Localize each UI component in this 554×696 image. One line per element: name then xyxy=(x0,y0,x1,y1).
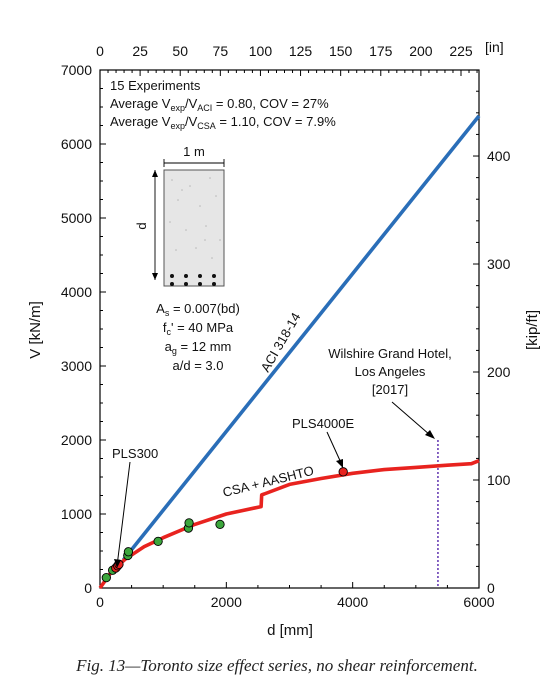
section-property: ag = 12 mm xyxy=(165,339,232,356)
axes-frame xyxy=(99,69,480,589)
experiment-point xyxy=(338,467,348,477)
aggregate-speck xyxy=(219,239,221,241)
y-tick-label: 7000 xyxy=(61,62,92,78)
section-property: As = 0.007(bd) xyxy=(156,301,240,318)
x-tick-label: 2000 xyxy=(211,594,242,610)
rebar-dot xyxy=(198,282,202,286)
aggregate-speck xyxy=(169,221,171,223)
wilshire-arrowhead xyxy=(425,430,435,439)
top-tick-label: 225 xyxy=(449,43,473,59)
pls4000e-arrowhead xyxy=(336,459,343,468)
aggregate-speck xyxy=(175,249,177,251)
stat-line: Average Vexp/VCSA = 1.10, COV = 7.9% xyxy=(110,114,336,131)
x-tick-label: 4000 xyxy=(337,594,368,610)
rebar-dot xyxy=(198,274,202,278)
y-axis-label: V [kN/m] xyxy=(27,301,44,359)
aggregate-speck xyxy=(171,179,173,181)
top-tick-label: 150 xyxy=(329,43,353,59)
y-tick-label: 2000 xyxy=(61,432,92,448)
aggregate-speck xyxy=(215,195,217,197)
top-axis-unit: [in] xyxy=(485,39,504,55)
right-tick-label: 400 xyxy=(487,148,511,164)
cross-section-inset: 1 m d As = 0.007(bd) fc' = 40 MPa ag = 12 mm… xyxy=(134,144,240,373)
section-depth-label: d xyxy=(134,222,149,229)
experiment-point xyxy=(123,547,134,557)
y-tick-label: 5000 xyxy=(61,210,92,226)
y-tick-label: 1000 xyxy=(61,506,92,522)
section-rectangle xyxy=(163,169,225,287)
right-tick-label: 100 xyxy=(487,472,511,488)
rebar-dot xyxy=(170,274,174,278)
rebar-dot xyxy=(184,274,188,278)
figure-caption: Fig. 13—Toronto size effect series, no s… xyxy=(76,656,478,675)
pls4000e-label: PLS4000E xyxy=(292,416,354,431)
rebar-dot xyxy=(170,282,174,286)
aci-318-14-line xyxy=(121,114,481,562)
wilshire-line-2: Los Angeles xyxy=(355,364,426,379)
right-tick-label: 0 xyxy=(487,580,495,596)
experiment-point xyxy=(184,518,194,528)
csa-aashto-line xyxy=(98,459,480,590)
data-points xyxy=(101,467,348,583)
y-tick-label: 4000 xyxy=(61,284,92,300)
rebar-dot xyxy=(184,282,188,286)
pls300-arrowhead xyxy=(114,559,121,568)
top-tick-label: 50 xyxy=(172,43,188,59)
wilshire-line-3: [2017] xyxy=(372,382,408,397)
pls300-label: PLS300 xyxy=(112,446,158,461)
top-tick-label: 0 xyxy=(96,43,104,59)
top-tick-label: 25 xyxy=(132,43,148,59)
section-property: a/d = 3.0 xyxy=(173,358,224,373)
x-axis-label: d [mm] xyxy=(267,622,313,639)
x-tick-label: 6000 xyxy=(463,594,494,610)
aggregate-speck xyxy=(185,229,187,231)
y-tick-label: 6000 xyxy=(61,136,92,152)
top-tick-label: 75 xyxy=(213,43,229,59)
right-axis-label: [kip/ft] xyxy=(524,310,541,350)
aggregate-speck xyxy=(195,247,197,249)
depth-arrowhead xyxy=(152,273,158,280)
experiment-point xyxy=(215,519,225,530)
depth-arrowhead xyxy=(152,170,158,177)
experiment-point xyxy=(153,536,163,547)
top-tick-label: 200 xyxy=(409,43,433,59)
aggregate-speck xyxy=(204,239,206,241)
data-series xyxy=(98,114,481,590)
rebar-dot xyxy=(212,274,216,278)
y-tick-label: 0 xyxy=(84,580,92,596)
right-tick-label: 200 xyxy=(487,364,511,380)
aggregate-speck xyxy=(177,199,179,201)
pls300-arrow xyxy=(116,461,131,567)
wilshire-line-1: Wilshire Grand Hotel, xyxy=(328,346,452,361)
aggregate-speck xyxy=(205,225,207,227)
x-tick-label: 0 xyxy=(96,594,104,610)
aggregate-speck xyxy=(189,185,191,187)
size-effect-chart: 0 2000 4000 6000010002000300040005000600070… xyxy=(27,39,541,639)
wilshire-arrow xyxy=(391,401,431,436)
aggregate-speck xyxy=(181,189,183,191)
rebar-dot xyxy=(212,282,216,286)
aggregate-speck xyxy=(199,205,201,207)
section-width-label: 1 m xyxy=(183,144,205,159)
aggregate-speck xyxy=(209,177,211,179)
tick-labels: 0 2000 4000 6000010002000300040005000600070… xyxy=(61,43,511,610)
right-tick-label: 300 xyxy=(487,256,511,272)
top-tick-label: 175 xyxy=(369,43,393,59)
y-tick-label: 3000 xyxy=(61,358,92,374)
aggregate-speck xyxy=(211,257,213,259)
pls4000e-arrow xyxy=(326,431,343,466)
section-property: fc' = 40 MPa xyxy=(163,320,234,337)
top-tick-label: 125 xyxy=(289,43,313,59)
note-experiments: 15 Experiments xyxy=(110,78,201,93)
stats-annotations: Average Vexp/VACI = 0.80, COV = 27%Avera… xyxy=(110,96,336,131)
experiment-point xyxy=(101,572,111,583)
stat-line: Average Vexp/VACI = 0.80, COV = 27% xyxy=(110,96,329,113)
top-tick-label: 100 xyxy=(249,43,273,59)
